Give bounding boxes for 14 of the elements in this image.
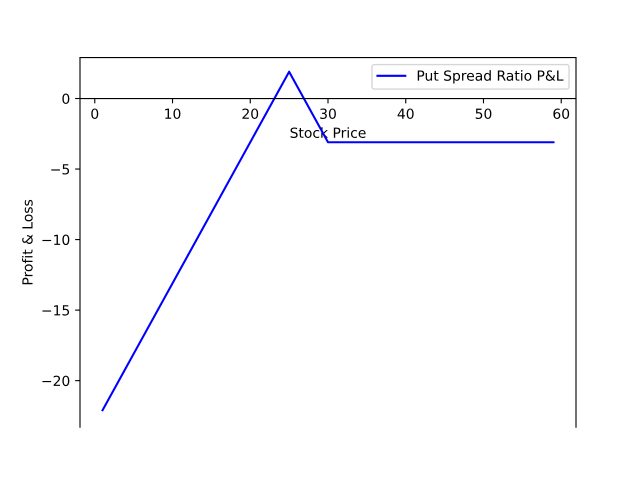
y-tick-label: −20 bbox=[42, 376, 70, 386]
x-tick-label: 30 bbox=[320, 108, 336, 119]
y-tick-label: 0 bbox=[62, 93, 70, 104]
y-tick-label: −10 bbox=[42, 234, 70, 246]
y-tick-label: −15 bbox=[42, 305, 70, 316]
x-tick-label: 20 bbox=[242, 108, 258, 119]
y-tick-label: −5 bbox=[51, 164, 70, 175]
x-tick-label: 50 bbox=[476, 108, 492, 119]
x-tick-label: 40 bbox=[398, 108, 414, 119]
x-tick-label: 0 bbox=[91, 108, 98, 119]
x-tick-label: 10 bbox=[165, 108, 180, 119]
legend-label: Put Spread Ratio P&L bbox=[418, 70, 564, 84]
y-axis-title: Profit & Loss bbox=[22, 200, 33, 284]
x-tick-label: 60 bbox=[553, 108, 570, 119]
